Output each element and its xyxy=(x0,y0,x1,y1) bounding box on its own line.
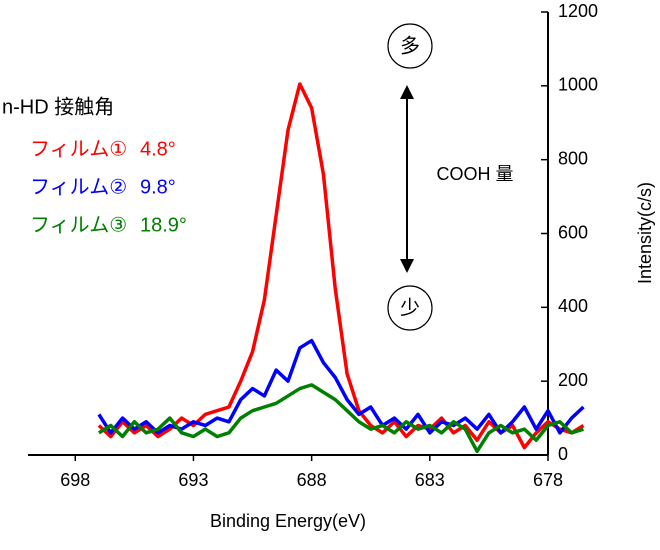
circle xyxy=(387,23,433,69)
legend-label: フィルム② xyxy=(30,176,127,198)
annotation-high: 多 xyxy=(400,34,420,57)
y-tick-label: 400 xyxy=(558,296,588,316)
y-tick-label: 800 xyxy=(558,148,588,168)
y-tick-label: 600 xyxy=(558,222,588,242)
annotation-low: 少 xyxy=(400,296,420,319)
y-tick-label: 1200 xyxy=(558,1,598,21)
legend-label: フィルム① xyxy=(30,138,127,160)
legend-title: n-HD 接触角 xyxy=(2,95,114,118)
x-tick-label: 678 xyxy=(533,470,563,490)
legend-value: 4.8° xyxy=(140,138,176,160)
y-tick-label: 0 xyxy=(558,444,568,464)
x-tick-label: 693 xyxy=(178,470,208,490)
circle xyxy=(387,285,433,331)
y-axis-title: Intensity(c/s) xyxy=(635,182,655,284)
legend-value: 18.9° xyxy=(140,214,187,236)
series-line xyxy=(97,383,584,454)
y-tick-label: 1000 xyxy=(558,75,598,95)
legend-value: 9.8° xyxy=(140,176,176,198)
y-tick-label: 200 xyxy=(558,370,588,390)
legend-label: フィルム③ xyxy=(30,214,127,236)
x-tick-label: 698 xyxy=(60,470,90,490)
x-tick-label: 688 xyxy=(297,470,327,490)
x-tick-label: 683 xyxy=(415,470,445,490)
x-axis-title: Binding Energy(eV) xyxy=(210,511,366,531)
annotation-arrow-label: COOH 量 xyxy=(436,164,513,184)
